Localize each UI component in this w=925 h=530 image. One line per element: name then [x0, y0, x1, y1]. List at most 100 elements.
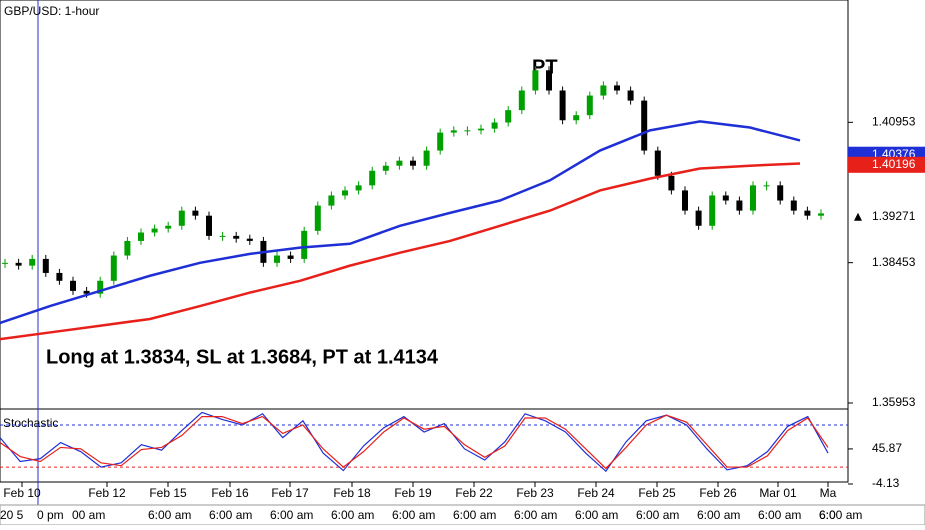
candle	[790, 200, 797, 211]
candle	[15, 262, 22, 266]
x-tick-label: Feb 22	[455, 486, 493, 500]
time-label: 6:00 am	[392, 508, 435, 522]
candle	[627, 90, 634, 101]
candle	[423, 150, 430, 166]
time-label: 6:00 am	[453, 508, 496, 522]
candle	[396, 160, 403, 166]
candle	[818, 213, 824, 216]
x-tick-label: Ma	[820, 486, 837, 500]
candle	[274, 255, 280, 263]
candle	[328, 195, 335, 206]
candle	[695, 210, 702, 226]
x-tick-label: Feb 25	[638, 486, 676, 500]
candle	[206, 215, 212, 236]
x-tick-label: Feb 18	[333, 486, 371, 500]
candle	[709, 195, 716, 226]
x-tick-label: Feb 15	[149, 486, 187, 500]
candle	[518, 90, 525, 111]
x-tick-label: Feb 26	[699, 486, 737, 500]
time-label: 6:0	[819, 508, 836, 522]
candle	[2, 262, 8, 264]
candle	[586, 95, 593, 116]
candle	[369, 170, 376, 186]
candle	[233, 235, 240, 239]
candle	[600, 85, 607, 96]
moving-average	[0, 162, 801, 341]
candle	[29, 258, 36, 266]
chart-title: GBP/USD: 1-hour	[4, 4, 99, 18]
candle	[355, 185, 362, 191]
candle	[478, 128, 484, 131]
candle	[342, 190, 348, 196]
candle	[287, 255, 294, 259]
candle	[777, 185, 784, 201]
candle	[70, 280, 76, 291]
time-label: 6:00 am	[209, 508, 252, 522]
candle	[763, 185, 770, 187]
candle	[532, 70, 539, 91]
annotation: Long at 1.3834, SL at 1.3684, PT at 1.41…	[46, 346, 439, 368]
candle	[56, 272, 63, 281]
indicator-title: Stochastic	[3, 416, 58, 430]
candle	[437, 132, 444, 151]
price-marker	[854, 212, 862, 221]
candle	[654, 150, 661, 176]
price-marker-label: 1.40196	[872, 157, 916, 171]
candle	[124, 240, 131, 256]
candle	[165, 225, 172, 229]
candle	[246, 238, 253, 241]
candle	[491, 122, 498, 129]
x-tick-label: Feb 12	[88, 486, 126, 500]
y-tick-label: 1.40953	[872, 114, 916, 128]
x-tick-label: Feb 19	[394, 486, 432, 500]
time-label: 0 pm	[37, 508, 64, 522]
candle	[314, 205, 321, 231]
candle	[668, 175, 675, 191]
time-label: 6:00 am	[758, 508, 801, 522]
x-tick-label: Feb 10	[3, 486, 41, 500]
stochastic-line	[0, 414, 829, 470]
y2-tick-label: -4.13	[872, 476, 900, 490]
candle	[410, 160, 416, 166]
time-label: 6:00 am	[270, 508, 313, 522]
candle	[682, 190, 688, 211]
y-tick-label: 1.38453	[872, 255, 916, 269]
x-tick-label: Feb 24	[577, 486, 615, 500]
time-label: 6:00 am	[819, 508, 862, 522]
candle	[722, 195, 729, 201]
candle	[301, 230, 308, 259]
stochastic-line	[0, 411, 829, 473]
candle	[573, 115, 580, 121]
candle	[151, 228, 158, 233]
candle	[97, 280, 104, 294]
candle	[110, 255, 117, 281]
candle	[83, 290, 90, 294]
time-label: 6:00 am	[636, 508, 679, 522]
y-tick-label: 1.35953	[872, 395, 916, 409]
candle	[42, 258, 49, 273]
x-tick-label: Mar 01	[759, 486, 797, 500]
candle	[641, 100, 648, 151]
x-tick-label: Feb 16	[211, 486, 249, 500]
candle	[464, 130, 471, 132]
time-label: 6:00 am	[331, 508, 374, 522]
candle	[450, 130, 457, 133]
candle	[382, 165, 389, 171]
x-tick-label: Feb 23	[516, 486, 554, 500]
time-label: 6:00 am	[697, 508, 740, 522]
time-label: 6:00 am	[514, 508, 557, 522]
candle	[546, 70, 552, 91]
candle	[736, 200, 743, 211]
candle	[138, 232, 144, 241]
time-label: 6:00 am	[575, 508, 618, 522]
candle	[192, 210, 199, 216]
candle	[804, 210, 811, 216]
candle	[505, 110, 512, 123]
y2-tick-label: 45.87	[872, 441, 902, 455]
time-label: 00 am	[72, 508, 105, 522]
candle	[178, 210, 185, 226]
price-marker	[848, 156, 925, 173]
candle	[614, 85, 620, 91]
candle	[750, 185, 756, 211]
